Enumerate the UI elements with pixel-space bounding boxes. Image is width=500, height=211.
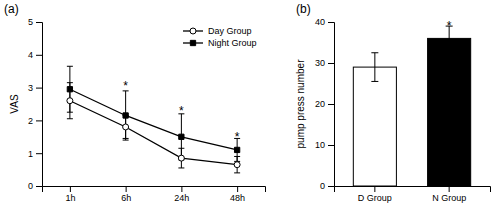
tick-mark xyxy=(36,55,42,56)
tick-label: 3 xyxy=(28,83,33,93)
tick: 0 xyxy=(320,181,334,191)
marker xyxy=(67,98,73,104)
tick: 3 xyxy=(28,83,42,93)
tick: 40 xyxy=(315,17,334,27)
title: (a) xyxy=(4,2,19,16)
tick-label: 24h xyxy=(174,193,189,203)
plot-area xyxy=(67,66,240,173)
tick-mark xyxy=(328,22,334,23)
tick-label: 0 xyxy=(28,181,33,191)
tick: 24h xyxy=(174,186,189,203)
error-bar xyxy=(234,156,240,172)
tick-mark xyxy=(36,88,42,89)
tick-label: 1 xyxy=(28,149,33,159)
tick-label: 20 xyxy=(315,99,325,109)
y-axis-label: pump press number xyxy=(295,59,306,149)
axis: 0 10 20 30 40 xyxy=(315,17,335,191)
tick-label: D Group xyxy=(358,193,392,203)
axis: 0 1 2 3 4 5 xyxy=(28,17,43,191)
title: (b) xyxy=(296,2,311,16)
marker xyxy=(234,147,239,152)
annotation: * xyxy=(447,19,452,33)
annotation: * xyxy=(123,79,128,93)
axis-line xyxy=(36,23,43,187)
tick-mark xyxy=(36,186,42,187)
tick: 1h xyxy=(65,186,75,203)
tick-mark xyxy=(328,186,334,187)
marker xyxy=(179,134,184,139)
tick: 10 xyxy=(315,140,334,150)
tick-mark xyxy=(449,186,450,192)
error-bar xyxy=(371,53,378,82)
tick-mark xyxy=(237,186,238,192)
axis-line xyxy=(335,187,491,193)
tick: 0 xyxy=(28,181,42,191)
tick-mark xyxy=(328,63,334,64)
panel: D Group N Group 0 10 20 30 40 pump press number… xyxy=(295,2,491,203)
y-axis-label: VAS xyxy=(9,94,20,114)
legend-marker xyxy=(190,40,195,45)
tick-label: 5 xyxy=(28,17,33,27)
tick-mark xyxy=(36,22,42,23)
tick: 48h xyxy=(230,186,245,203)
tick-label: 10 xyxy=(315,140,325,150)
bar xyxy=(353,67,396,186)
legend-label: Night Group xyxy=(208,38,257,48)
marker xyxy=(234,162,240,168)
tick: 5 xyxy=(28,17,42,27)
annotation: * xyxy=(235,130,240,144)
tick-mark xyxy=(328,104,334,105)
legend: Day Group Night Group xyxy=(183,26,257,48)
tick: 4 xyxy=(28,50,42,60)
tick-label: 48h xyxy=(230,193,245,203)
error-bar xyxy=(123,91,129,140)
tick-mark xyxy=(36,153,42,154)
tick: 20 xyxy=(315,99,334,109)
tick-label: N Group xyxy=(432,193,466,203)
error-bar xyxy=(123,115,129,138)
tick: 30 xyxy=(315,58,334,68)
annotation: * xyxy=(179,104,184,118)
legend-marker xyxy=(190,28,196,34)
axis: 1h 6h 24h 48h xyxy=(43,186,266,203)
tick-label: 40 xyxy=(315,17,325,27)
tick: 1 xyxy=(28,149,42,159)
tick-mark xyxy=(126,186,127,192)
line xyxy=(70,101,237,165)
chart: 1h 6h 24h 48h 0 1 2 3 4 5 VAS (a) Day Group Night Gro… xyxy=(0,0,500,211)
tick-label: 4 xyxy=(28,50,33,60)
axis: D Group N Group xyxy=(335,186,491,203)
tick-label: 0 xyxy=(320,181,325,191)
legend-label: Day Group xyxy=(208,26,252,36)
line xyxy=(70,89,237,150)
marker xyxy=(123,124,129,130)
tick-mark xyxy=(328,145,334,146)
bar xyxy=(428,38,471,186)
error-bar xyxy=(178,148,184,168)
marker xyxy=(178,155,184,161)
tick: N Group xyxy=(432,186,466,203)
tick-mark xyxy=(181,186,182,192)
axis-line xyxy=(43,187,266,193)
tick-label: 2 xyxy=(28,116,33,126)
tick-label: 30 xyxy=(315,58,325,68)
error-bar xyxy=(67,83,73,119)
tick-label: 1h xyxy=(65,193,75,203)
tick-mark xyxy=(374,186,375,192)
tick-label: 6h xyxy=(121,193,131,203)
plot-area xyxy=(353,26,470,186)
tick: 6h xyxy=(121,186,131,203)
tick-mark xyxy=(36,120,42,121)
tick: 2 xyxy=(28,116,42,126)
tick-mark xyxy=(70,186,71,192)
axis-line xyxy=(328,23,335,187)
tick: D Group xyxy=(358,186,392,203)
panel: 1h 6h 24h 48h 0 1 2 3 4 5 VAS (a) Day Group Night Gro… xyxy=(4,2,266,203)
